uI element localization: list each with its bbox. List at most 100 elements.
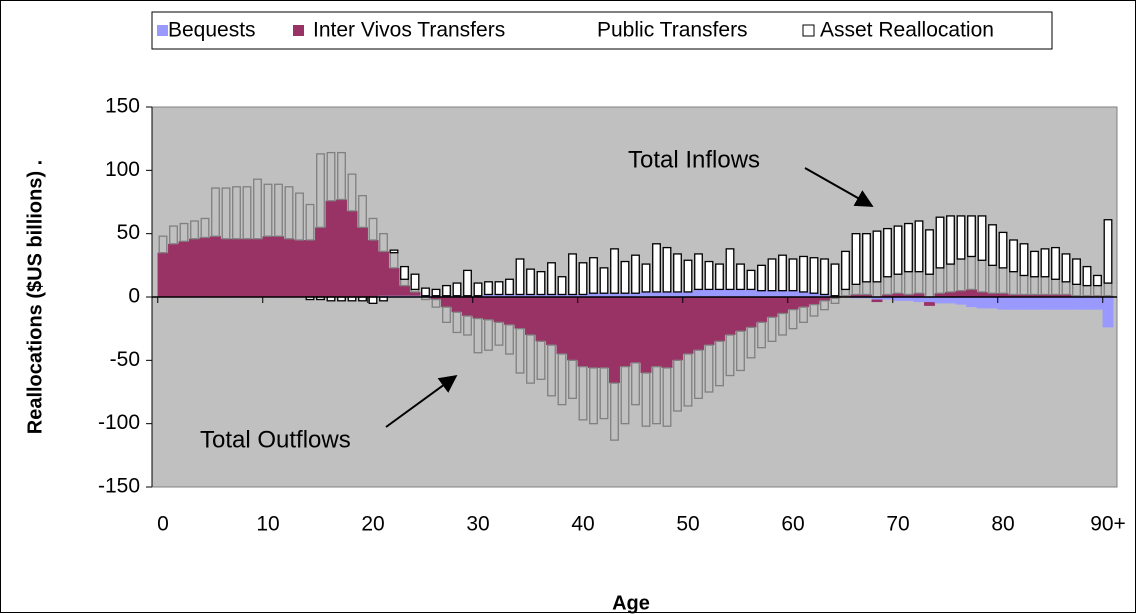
- bar: [578, 366, 588, 421]
- area-segment: [199, 237, 211, 297]
- area-segment: [703, 297, 715, 346]
- bar: [725, 248, 735, 291]
- area-segment: [378, 251, 389, 296]
- area-segment: [451, 297, 463, 313]
- area-segment: [283, 238, 295, 297]
- bar: [568, 359, 577, 399]
- area-segment: [304, 240, 316, 297]
- area-segment: [535, 297, 547, 342]
- bar: [158, 235, 168, 254]
- area-segment: [241, 238, 253, 297]
- x-tick-label: 30: [466, 513, 489, 536]
- y-tick-label: 100: [105, 158, 140, 181]
- area-segment: [535, 294, 547, 297]
- bar: [788, 258, 798, 292]
- area-segment: [724, 289, 736, 297]
- area-segment: [409, 291, 421, 296]
- area-segment: [661, 291, 673, 297]
- bar: [547, 262, 556, 296]
- area-segment: [787, 290, 799, 297]
- bar: [872, 230, 882, 283]
- bar: [358, 195, 367, 228]
- legend-label: Asset Reallocation: [820, 19, 994, 42]
- area-segment: [1102, 297, 1114, 328]
- bar: [767, 316, 777, 342]
- bar: [431, 298, 441, 308]
- area-segment: [735, 297, 746, 332]
- bar: [1061, 281, 1071, 296]
- bar: [1082, 284, 1092, 297]
- area-segment: [346, 210, 358, 297]
- area-segment: [462, 297, 473, 316]
- area-segment: [168, 243, 179, 297]
- bar: [536, 340, 546, 380]
- area-segment: [609, 293, 620, 297]
- bar: [442, 306, 451, 323]
- bar: [1072, 258, 1081, 285]
- bar: [694, 253, 703, 291]
- area-segment: [997, 297, 1009, 310]
- area-segment: [651, 291, 662, 297]
- bar: [799, 255, 808, 293]
- area-segment: [504, 297, 515, 325]
- bar: [610, 248, 619, 294]
- bar: [841, 288, 850, 297]
- area-segment: [189, 238, 200, 297]
- bar: [410, 273, 420, 291]
- area-segment: [997, 293, 1009, 297]
- bar: [1103, 282, 1113, 297]
- area-segment: [556, 297, 568, 354]
- area-segment: [640, 291, 652, 297]
- area-segment: [567, 294, 578, 297]
- x-tick-label: 20: [361, 513, 384, 536]
- bar: [295, 192, 304, 241]
- bar: [578, 262, 588, 296]
- y-tick-label: -150: [98, 475, 140, 498]
- area-segment: [472, 297, 484, 319]
- bar: [179, 222, 189, 242]
- area-segment: [976, 297, 988, 309]
- bar: [820, 258, 829, 296]
- area-segment: [1081, 297, 1093, 310]
- bar: [883, 227, 892, 278]
- bar: [904, 222, 913, 273]
- bar: [998, 231, 1008, 269]
- area-segment: [745, 289, 757, 297]
- area-segment: [724, 297, 736, 335]
- area-segment: [955, 297, 967, 305]
- bar: [872, 281, 882, 298]
- area-segment: [546, 294, 557, 297]
- area-segment: [798, 297, 809, 308]
- bar: [1051, 278, 1060, 296]
- x-tick-label: 10: [256, 513, 279, 536]
- bar: [1093, 274, 1102, 287]
- bar: [1040, 248, 1050, 278]
- bar: [526, 268, 535, 296]
- bar: [1082, 265, 1092, 287]
- bar: [673, 253, 682, 293]
- x-tick-label: 90+: [1090, 513, 1126, 536]
- area-segment: [913, 293, 925, 297]
- bar: [400, 265, 409, 280]
- y-tick-label: 0: [128, 285, 140, 308]
- area-segment: [945, 297, 956, 304]
- bar: [442, 284, 451, 297]
- x-tick-label: 80: [991, 513, 1014, 536]
- bar: [715, 340, 724, 387]
- bar: [736, 263, 745, 291]
- bar: [704, 344, 714, 393]
- area-segment: [609, 297, 620, 384]
- bar: [1030, 250, 1039, 278]
- area-segment: [630, 293, 641, 297]
- area-segment: [493, 297, 505, 323]
- bar: [316, 153, 325, 228]
- area-segment: [892, 297, 904, 301]
- area-segment: [882, 297, 893, 300]
- bar: [1040, 276, 1050, 296]
- bar: [641, 263, 651, 293]
- bar: [704, 260, 714, 291]
- area-segment: [672, 291, 683, 297]
- bar: [515, 328, 525, 374]
- bar: [956, 215, 966, 260]
- legend-swatch: [802, 24, 815, 37]
